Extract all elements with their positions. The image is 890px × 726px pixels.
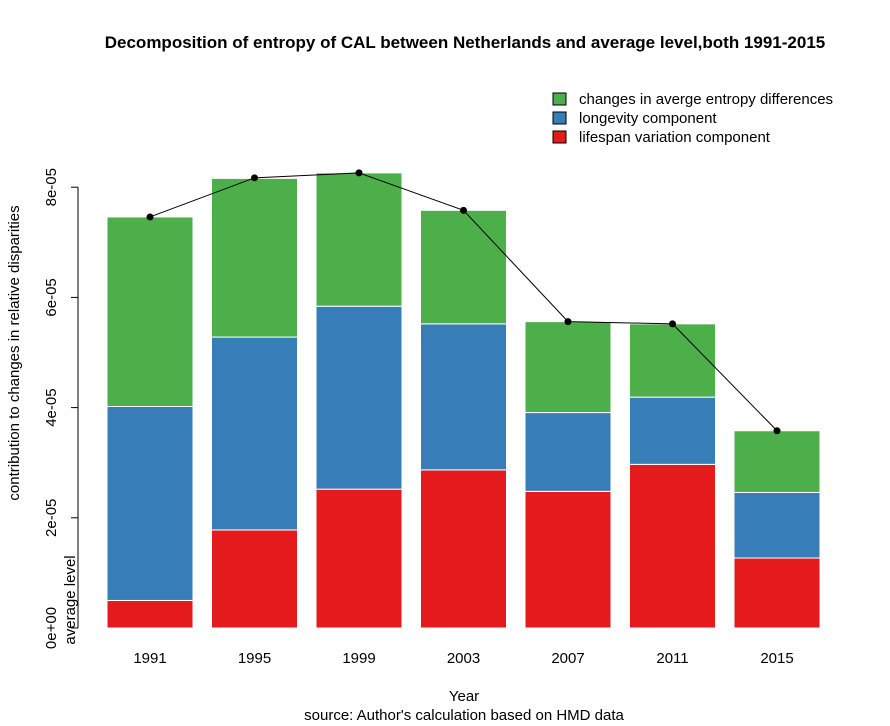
bar-segment-2003-entropy-diff (420, 209, 507, 325)
bar-segment-1991-longevity (106, 406, 194, 601)
legend-label: lifespan variation component (579, 129, 771, 146)
legend-swatch (552, 111, 567, 125)
baseline-label: average level (62, 555, 79, 644)
y-tick-label: 4e-05 (43, 388, 60, 426)
x-axis-label: Year (449, 688, 479, 705)
chart-caption: source: Author's calculation based on HM… (304, 707, 624, 724)
bar-segment-2015-entropy-diff (733, 430, 821, 493)
x-tick-label-1991: 1991 (133, 650, 166, 667)
total-point-1991 (146, 213, 154, 221)
x-tick-label-1999: 1999 (342, 650, 375, 667)
bars-layer (106, 172, 821, 629)
chart-title: Decomposition of entropy of CAL between … (105, 33, 825, 52)
bar-segment-1991-lifespan (106, 599, 194, 629)
y-axis: 0e+00 2e-05 4e-05 6e-05 8e-05 (43, 168, 79, 649)
bar-segment-2011-lifespan (629, 463, 716, 629)
total-point-2007 (564, 318, 572, 326)
bar-segment-1999-lifespan (315, 488, 403, 629)
x-tick-label-1995: 1995 (238, 650, 271, 667)
bar-segment-1999-entropy-diff (315, 172, 403, 307)
y-axis-label: contribution to changes in relative disp… (6, 205, 23, 500)
bar-segment-1999-longevity (315, 305, 403, 490)
total-point-2003 (460, 206, 467, 214)
x-tick-label-2015: 2015 (760, 650, 793, 667)
bar-segment-2007-entropy-diff (524, 321, 612, 414)
bar-segment-2015-longevity (733, 491, 821, 559)
total-point-1995 (251, 174, 258, 182)
bar-segment-1995-entropy-diff (211, 177, 298, 338)
x-axis: 1991 1995 1999 2003 2007 2011 2015 (133, 650, 793, 667)
legend-swatch (552, 92, 567, 106)
bar-segment-1995-lifespan (211, 529, 298, 629)
total-point-2015 (773, 427, 781, 435)
bar-segment-2011-longevity (629, 396, 716, 465)
bar-segment-2007-longevity (524, 412, 612, 492)
bar-segment-2003-lifespan (420, 469, 507, 629)
bar-segment-2003-longevity (420, 323, 507, 471)
legend: changes in averge entropy differences lon… (552, 91, 833, 146)
bar-segment-2011-entropy-diff (629, 323, 716, 398)
legend-label: changes in averge entropy differences (579, 91, 833, 108)
bar-segment-1995-longevity (211, 336, 298, 531)
legend-label: longevity component (579, 110, 717, 127)
x-tick-label-2011: 2011 (656, 650, 688, 667)
x-tick-label-2003: 2003 (447, 650, 480, 667)
total-line-layer (146, 169, 781, 435)
bar-segment-2007-lifespan (524, 490, 612, 629)
y-tick-label: 2e-05 (43, 499, 60, 537)
total-point-1999 (355, 169, 363, 177)
y-tick-label: 8e-05 (43, 168, 60, 206)
y-tick-label: 6e-05 (43, 278, 60, 316)
legend-swatch (552, 130, 567, 144)
bar-segment-1991-entropy-diff (106, 216, 194, 407)
bar-segment-2015-lifespan (733, 557, 821, 629)
y-tick-label: 0e+00 (43, 607, 60, 649)
x-tick-label-2007: 2007 (551, 650, 584, 667)
total-point-2011 (669, 320, 676, 328)
